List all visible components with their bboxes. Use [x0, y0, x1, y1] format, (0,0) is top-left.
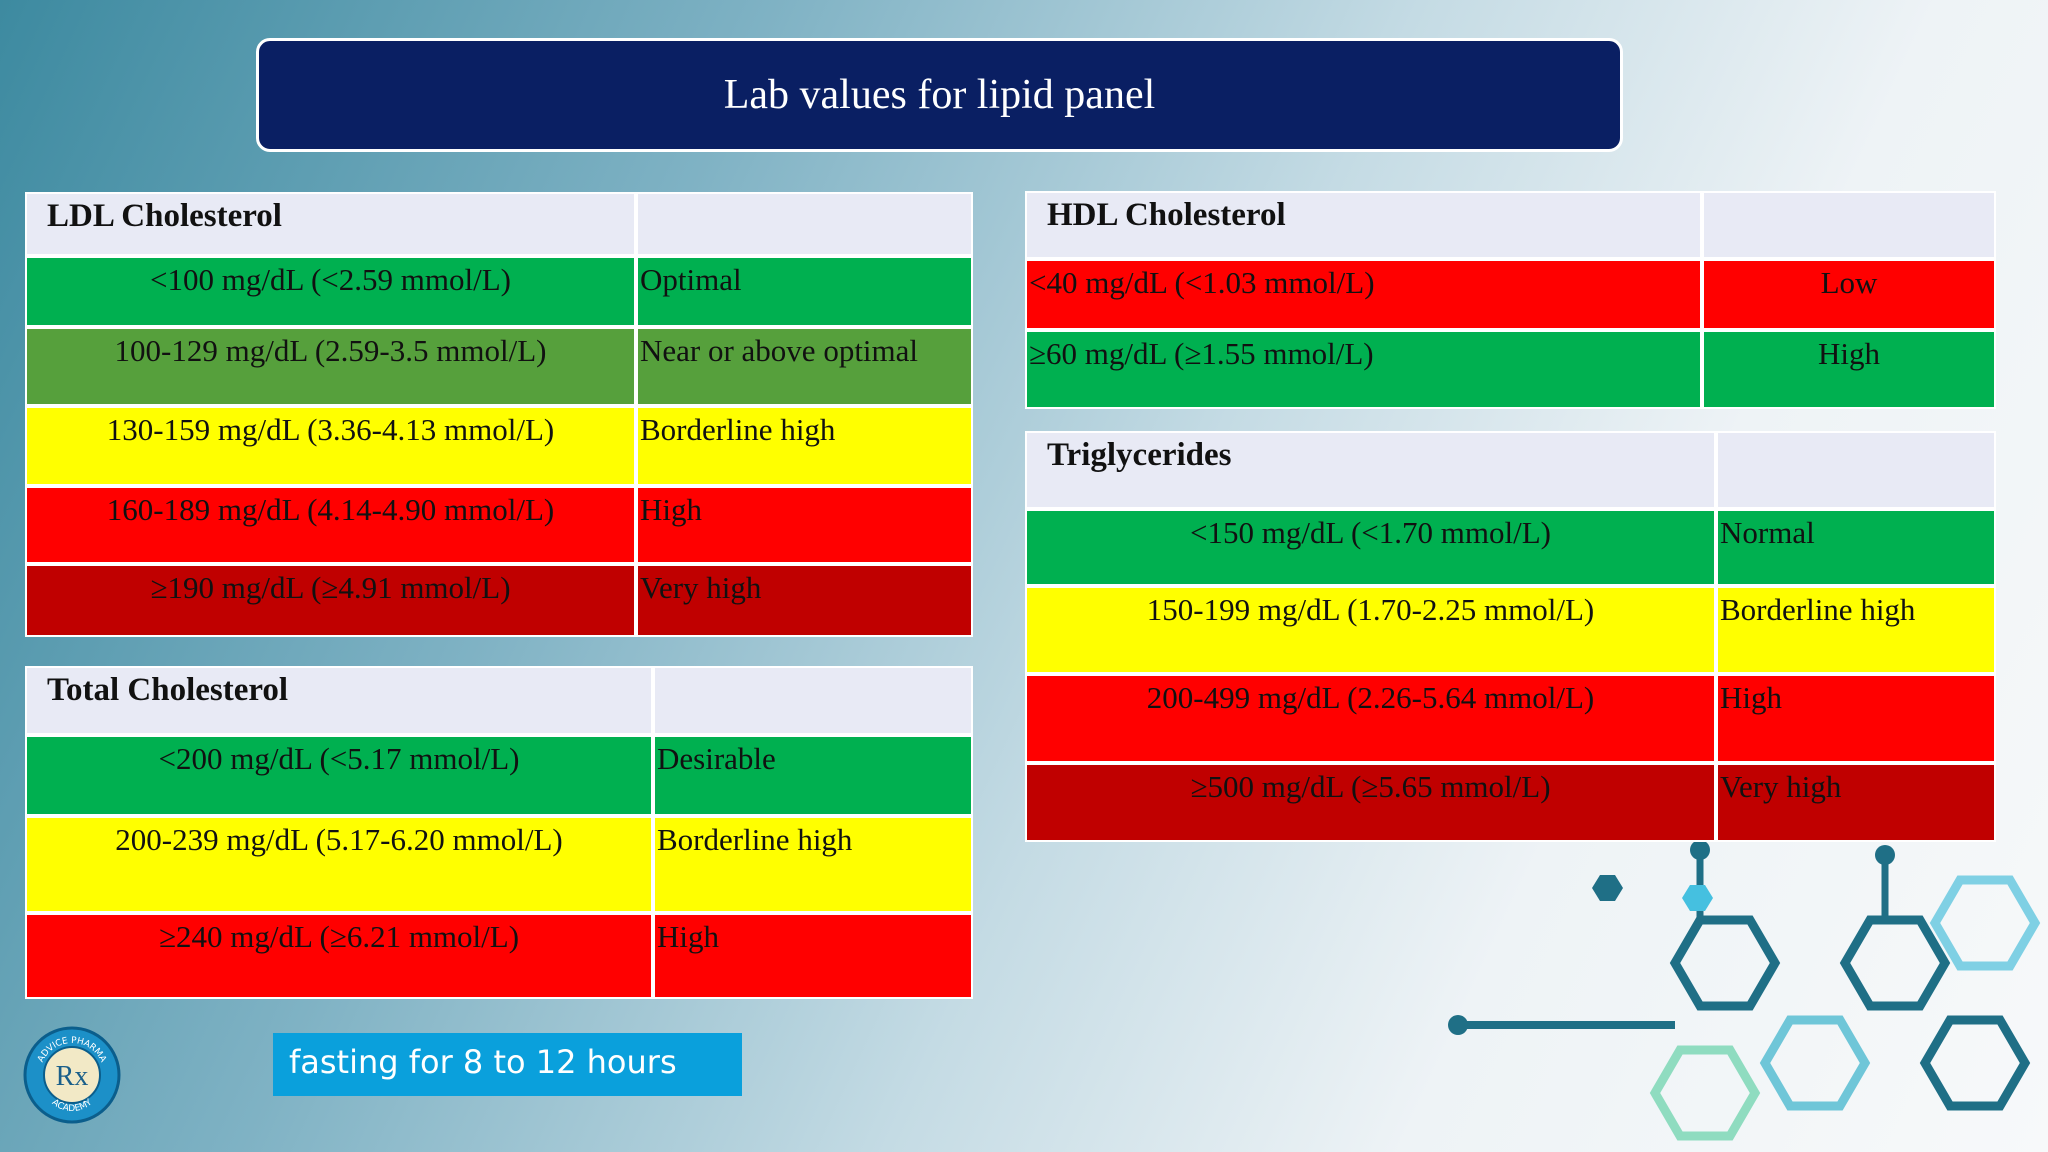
status-cell: High	[653, 913, 973, 999]
status-cell: High	[1716, 674, 1996, 763]
logo-mark: Rx	[56, 1061, 89, 1092]
range-cell: 130-159 mg/dL (3.36-4.13 mmol/L)	[25, 406, 636, 486]
status-cell: High	[1702, 330, 1996, 409]
slide-title: Lab values for lipid panel	[256, 38, 1623, 152]
table-header-blank	[636, 192, 973, 256]
table-header-blank	[1716, 431, 1996, 509]
decor-hexagons	[1448, 840, 2041, 1141]
table-header: HDL Cholesterol	[1025, 191, 1702, 259]
table-header-blank	[653, 666, 973, 735]
logo: ADVICE PHARMA ACADEMY Rx	[23, 1026, 121, 1124]
logo-bottom: ACADEMY	[50, 1097, 95, 1114]
status-cell: Borderline high	[653, 816, 973, 913]
table-header-blank	[1702, 191, 1996, 259]
range-cell: ≥190 mg/dL (≥4.91 mmol/L)	[25, 564, 636, 637]
status-cell: Normal	[1716, 509, 1996, 586]
range-cell: <150 mg/dL (<1.70 mmol/L)	[1025, 509, 1716, 586]
table-header: Total Cholesterol	[25, 666, 653, 735]
status-cell: Borderline high	[636, 406, 973, 486]
range-cell: <40 mg/dL (<1.03 mmol/L)	[1025, 259, 1702, 330]
table-header: Triglycerides	[1025, 431, 1716, 509]
status-cell: Near or above optimal	[636, 327, 973, 406]
status-cell: Borderline high	[1716, 586, 1996, 674]
range-cell: 160-189 mg/dL (4.14-4.90 mmol/L)	[25, 486, 636, 564]
range-cell: ≥500 mg/dL (≥5.65 mmol/L)	[1025, 763, 1716, 842]
status-cell: Low	[1702, 259, 1996, 330]
status-cell: Desirable	[653, 735, 973, 816]
status-cell: Optimal	[636, 256, 973, 327]
range-cell: <100 mg/dL (<2.59 mmol/L)	[25, 256, 636, 327]
range-cell: ≥240 mg/dL (≥6.21 mmol/L)	[25, 913, 653, 999]
table-header: LDL Cholesterol	[25, 192, 636, 256]
status-cell: High	[636, 486, 973, 564]
range-cell: ≥60 mg/dL (≥1.55 mmol/L)	[1025, 330, 1702, 409]
range-cell: 200-239 mg/dL (5.17-6.20 mmol/L)	[25, 816, 653, 913]
status-cell: Very high	[1716, 763, 1996, 842]
range-cell: 150-199 mg/dL (1.70-2.25 mmol/L)	[1025, 586, 1716, 674]
range-cell: 200-499 mg/dL (2.26-5.64 mmol/L)	[1025, 674, 1716, 763]
status-cell: Very high	[636, 564, 973, 637]
note: fasting for 8 to 12 hours	[273, 1033, 742, 1096]
range-cell: <200 mg/dL (<5.17 mmol/L)	[25, 735, 653, 816]
range-cell: 100-129 mg/dL (2.59-3.5 mmol/L)	[25, 327, 636, 406]
